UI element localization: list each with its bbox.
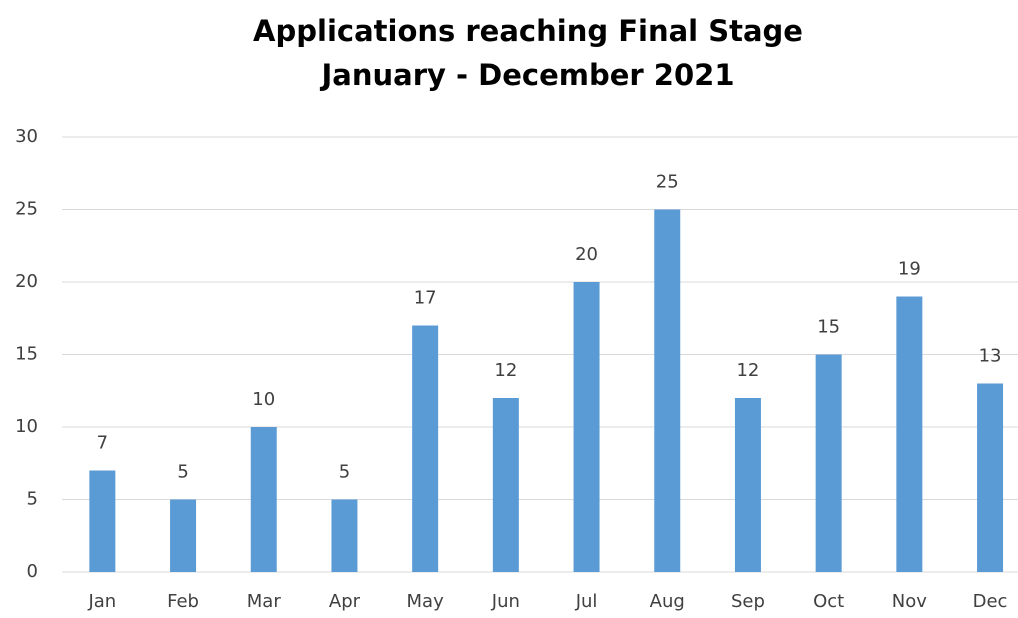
bar <box>654 209 681 572</box>
bar <box>573 282 600 572</box>
data-label: 5 <box>339 462 350 483</box>
bar <box>896 296 923 572</box>
data-label: 19 <box>898 259 921 280</box>
x-tick-label: Feb <box>167 591 199 612</box>
y-tick-label: 5 <box>27 489 38 510</box>
x-tick-label: Oct <box>813 591 844 612</box>
y-tick-label: 15 <box>15 344 38 365</box>
bar <box>170 499 197 572</box>
y-tick-label: 20 <box>15 271 38 292</box>
data-label: 12 <box>736 360 759 381</box>
bar <box>89 470 116 572</box>
bar <box>412 325 439 572</box>
x-tick-label: Jan <box>87 591 116 612</box>
chart-subtitle: January - December 2021 <box>319 58 734 92</box>
x-tick-label: Sep <box>731 591 765 612</box>
x-tick-label: Jun <box>491 591 520 612</box>
x-tick-label: Aug <box>650 591 685 612</box>
data-label: 7 <box>97 433 108 454</box>
bar <box>734 398 761 572</box>
data-label: 20 <box>575 244 598 265</box>
y-tick-label: 10 <box>15 416 38 437</box>
data-label: 25 <box>656 172 679 193</box>
data-label: 13 <box>979 346 1002 367</box>
data-label: 10 <box>252 389 275 410</box>
bar <box>250 427 277 572</box>
bar <box>977 383 1004 572</box>
y-tick-label: 25 <box>15 199 38 220</box>
bar <box>815 354 842 572</box>
y-tick-label: 0 <box>27 561 38 582</box>
x-tick-label: Jul <box>575 591 598 612</box>
bar <box>331 499 358 572</box>
x-tick-label: Mar <box>247 591 282 612</box>
x-tick-label: Apr <box>329 591 361 612</box>
chart-title: Applications reaching Final Stage <box>253 14 803 48</box>
data-label: 17 <box>414 288 437 309</box>
x-tick-label: Nov <box>892 591 927 612</box>
y-tick-label: 30 <box>15 126 38 147</box>
x-tick-label: Dec <box>973 591 1008 612</box>
x-tick-label: May <box>407 591 445 612</box>
data-label: 15 <box>817 317 840 338</box>
data-label: 5 <box>177 462 188 483</box>
bar <box>492 398 519 572</box>
data-label: 12 <box>494 360 517 381</box>
